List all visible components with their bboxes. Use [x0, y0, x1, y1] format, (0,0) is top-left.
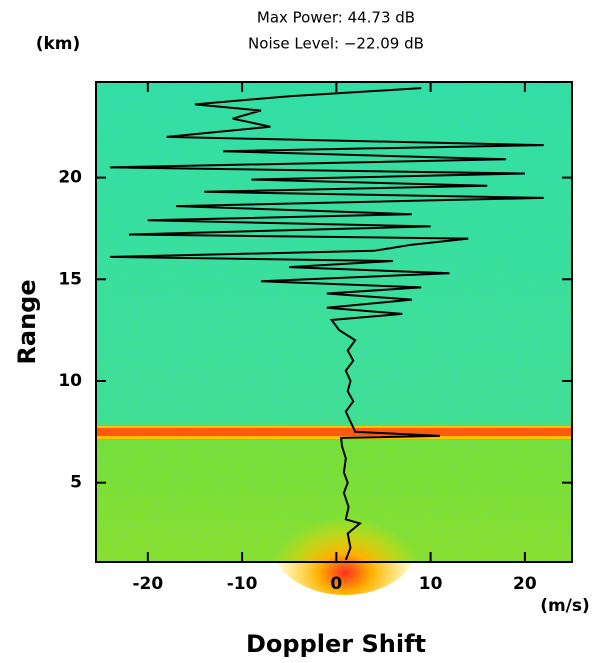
- plot-frame: [95, 81, 573, 563]
- chart-subtitle: Noise Level: −22.09 dB: [248, 35, 424, 53]
- y-tick-label: 10: [58, 371, 82, 391]
- x-axis-label: Doppler Shift: [246, 630, 426, 658]
- y-unit: (km): [36, 34, 81, 54]
- y-tick-label: 5: [70, 473, 82, 493]
- x-tick-label: -10: [227, 574, 258, 594]
- x-tick-label: 0: [330, 574, 342, 594]
- y-tick-label: 20: [58, 168, 82, 188]
- chart-title: Max Power: 44.73 dB: [257, 9, 415, 27]
- y-tick-label: 15: [58, 269, 82, 289]
- x-unit: (m/s): [540, 596, 590, 616]
- x-tick-label: 20: [513, 574, 537, 594]
- y-axis-label: Range: [13, 279, 41, 364]
- x-tick-label: -20: [132, 574, 163, 594]
- doppler-trace: [110, 87, 544, 561]
- x-tick-label: 10: [419, 574, 443, 594]
